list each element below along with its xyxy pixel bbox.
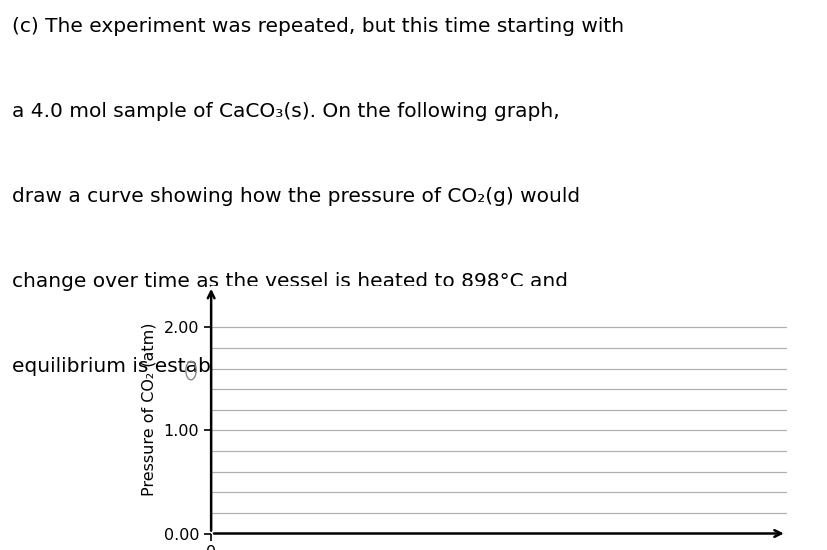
- Y-axis label: Pressure of CO₂ (atm): Pressure of CO₂ (atm): [141, 323, 156, 497]
- Text: change over time as the vessel is heated to 898°C and: change over time as the vessel is heated…: [12, 272, 567, 292]
- Text: (c) The experiment was repeated, but this time starting with: (c) The experiment was repeated, but thi…: [12, 16, 624, 36]
- Text: a 4.0 mol sample of CaCO₃(s). On the following graph,: a 4.0 mol sample of CaCO₃(s). On the fol…: [12, 102, 560, 121]
- Text: equilibrium is established.: equilibrium is established.: [12, 358, 277, 377]
- Text: draw a curve showing how the pressure of CO₂(g) would: draw a curve showing how the pressure of…: [12, 187, 580, 206]
